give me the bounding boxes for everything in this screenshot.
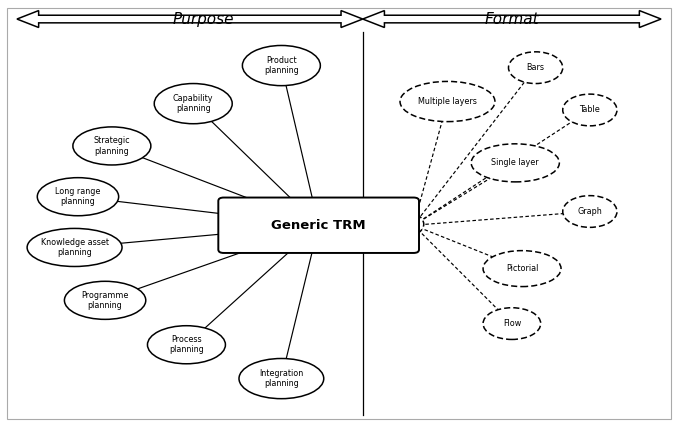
Text: Generic TRM: Generic TRM <box>271 219 366 232</box>
Text: Flow: Flow <box>503 319 521 328</box>
Ellipse shape <box>483 250 561 287</box>
Ellipse shape <box>243 45 321 86</box>
Polygon shape <box>363 11 661 27</box>
Text: Capability
planning: Capability planning <box>173 94 214 113</box>
Ellipse shape <box>471 144 559 182</box>
Ellipse shape <box>155 83 232 124</box>
Ellipse shape <box>483 308 541 339</box>
Ellipse shape <box>400 81 495 122</box>
Text: Pictorial: Pictorial <box>506 264 538 273</box>
Polygon shape <box>17 11 363 27</box>
Ellipse shape <box>563 94 617 126</box>
Text: Process
planning: Process planning <box>169 335 204 354</box>
Text: Long range
planning: Long range planning <box>56 187 100 206</box>
Text: Product
planning: Product planning <box>264 56 299 75</box>
FancyBboxPatch shape <box>218 198 419 253</box>
Ellipse shape <box>376 211 424 238</box>
Text: Purpose: Purpose <box>173 11 234 27</box>
Text: Knowledge asset
planning: Knowledge asset planning <box>41 238 108 257</box>
Text: Table: Table <box>580 105 600 115</box>
Ellipse shape <box>27 228 122 266</box>
Text: Graph: Graph <box>578 207 602 216</box>
Ellipse shape <box>64 281 146 319</box>
Text: Format: Format <box>485 11 539 27</box>
Ellipse shape <box>508 52 563 84</box>
Ellipse shape <box>239 359 324 398</box>
Text: Integration
planning: Integration planning <box>259 369 304 388</box>
Text: Text: Text <box>392 220 408 229</box>
Text: Bars: Bars <box>527 63 544 72</box>
Text: Programme
planning: Programme planning <box>81 291 129 310</box>
Ellipse shape <box>148 326 225 364</box>
Ellipse shape <box>37 178 119 216</box>
Ellipse shape <box>73 127 151 165</box>
Text: Strategic
planning: Strategic planning <box>94 136 130 156</box>
Text: Multiple layers: Multiple layers <box>418 97 477 106</box>
Text: Single layer: Single layer <box>492 158 539 168</box>
Ellipse shape <box>563 195 617 228</box>
